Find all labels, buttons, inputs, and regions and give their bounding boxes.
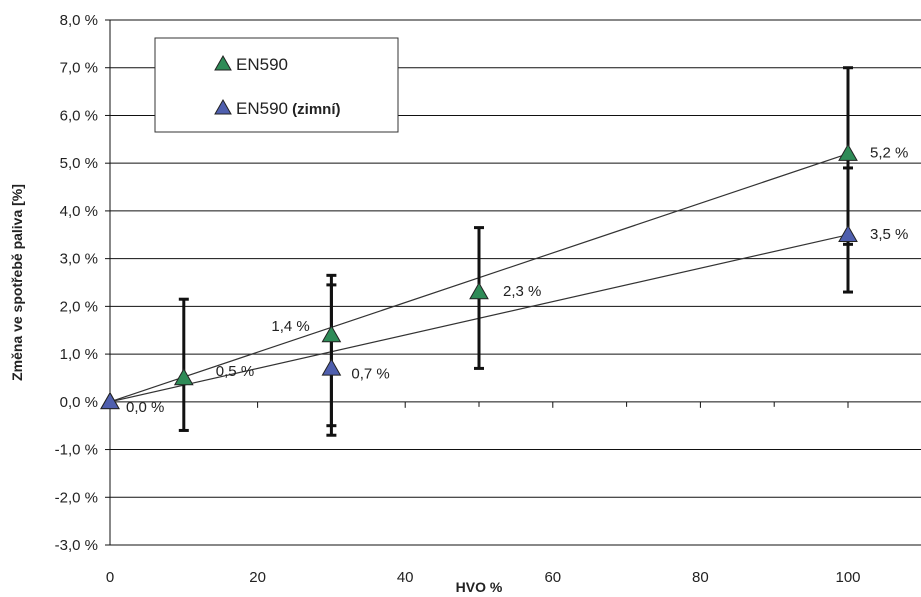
y-tick-label: 3,0 % — [60, 251, 98, 268]
marker-en590-zimni — [838, 224, 858, 243]
x-tick-label: 0 — [106, 569, 114, 586]
y-tick-label: 5,0 % — [60, 155, 98, 172]
x-axis-label: HVO % — [456, 579, 503, 595]
x-tick-label: 60 — [544, 569, 561, 586]
legend-box — [154, 37, 399, 133]
marker-en590-zimni — [321, 358, 342, 376]
error-bars — [178, 66, 853, 437]
data-label: 2,3 % — [503, 283, 541, 300]
y-tick-label: 4,0 % — [60, 203, 98, 220]
marker-en590 — [173, 367, 194, 386]
marker-en590-zimni — [100, 391, 120, 410]
x-tick-label: 20 — [249, 569, 266, 586]
data-label: 3,5 % — [870, 226, 908, 243]
legend-marker — [214, 54, 232, 71]
y-tick-label: -1,0 % — [55, 442, 98, 459]
y-tick-label: 2,0 % — [60, 298, 98, 315]
y-tick-label: 1,0 % — [60, 346, 98, 363]
y-tick-label: -3,0 % — [55, 537, 98, 554]
data-label: 0,0 % — [126, 399, 164, 416]
y-tick-label: 0,0 % — [60, 394, 98, 411]
data-label: 1,4 % — [271, 318, 309, 335]
axes — [105, 19, 921, 546]
markers — [100, 143, 858, 410]
x-tick-label: 80 — [692, 569, 709, 586]
marker-en590 — [321, 324, 342, 343]
legend: EN590 EN590 (zimní) — [154, 37, 399, 133]
y-tick-label: -2,0 % — [55, 489, 98, 506]
y-axis-label: Změna ve spotřebě paliva [%] — [9, 184, 25, 381]
legend-entries: EN590 EN590 (zimní) — [214, 54, 340, 118]
y-tick-label: 6,0 % — [60, 107, 98, 124]
tick-labels: 8,0 % 7,0 % 6,0 % 5,0 % 4,0 % 3,0 % 2,0 % 1,0 %… — [55, 12, 861, 586]
x-tick-label: 40 — [397, 569, 414, 586]
y-tick-label: 8,0 % — [60, 12, 98, 29]
legend-label: EN590 — [236, 55, 288, 74]
marker-en590 — [838, 143, 858, 161]
y-tick-label: 7,0 % — [60, 60, 98, 77]
data-labels: 0,0 % 0,5 % 1,4 % 0,7 % 2,3 % 5,2 % 3,5 % — [126, 145, 908, 416]
data-label: 0,5 % — [216, 363, 254, 380]
legend-marker — [214, 98, 232, 115]
data-label: 0,7 % — [351, 365, 389, 382]
x-tick-label: 100 — [835, 569, 860, 586]
legend-label: EN590 (zimní) — [236, 99, 340, 118]
data-label: 5,2 % — [870, 145, 908, 162]
marker-en590 — [469, 282, 489, 300]
